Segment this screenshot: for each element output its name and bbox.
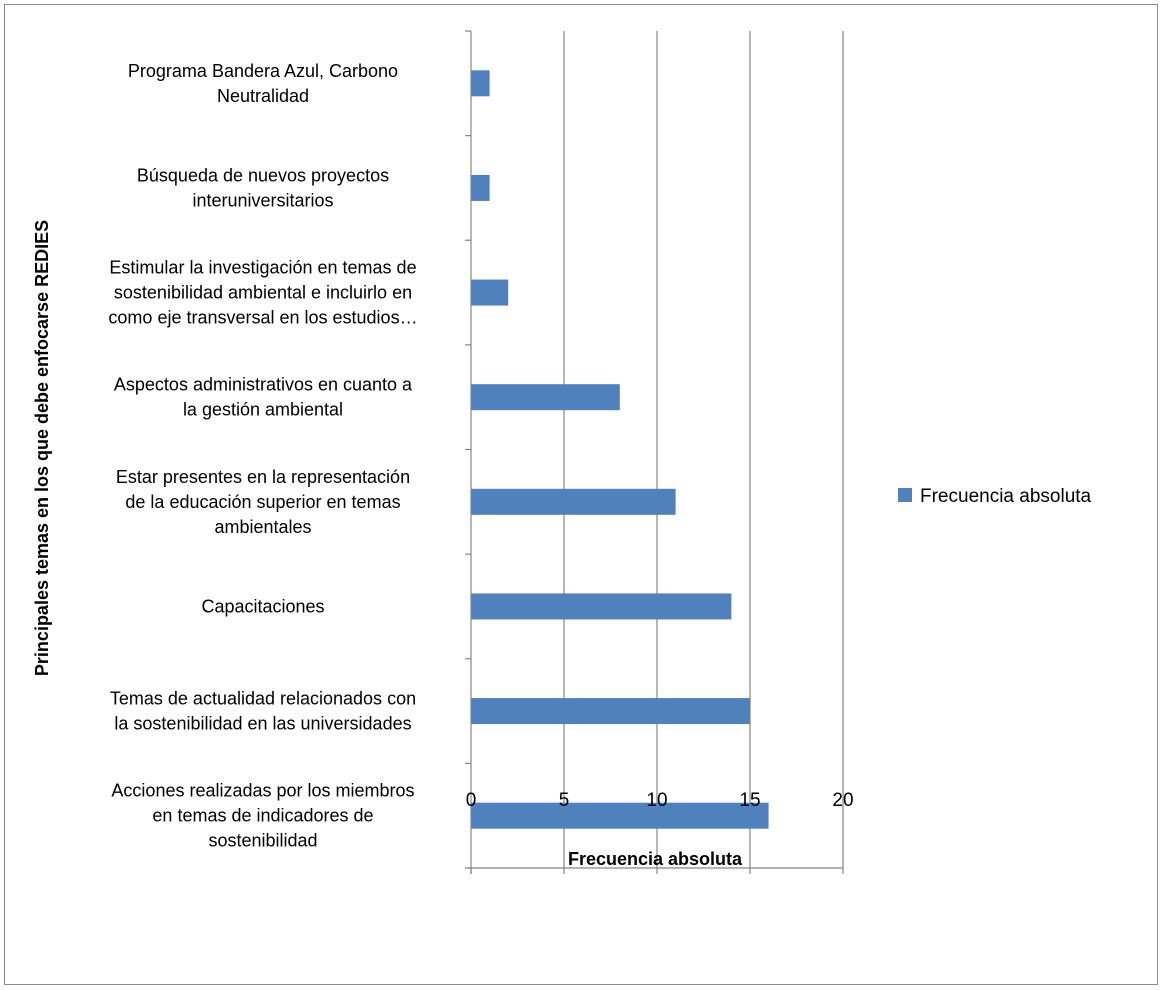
category-label: Acciones realizadas por los miembros en t… [111,781,414,851]
category-label: Programa Bandera Azul, Carbono Neutralida… [128,61,398,106]
x-tick-label: 15 [739,790,760,811]
legend: Frecuencia absoluta [898,486,1092,507]
x-tick-labels: 0 5 10 15 20 [466,790,854,811]
bars [471,70,769,829]
category-labels: Programa Bandera Azul, Carbono Neutralida… [108,61,417,851]
axes [465,30,844,874]
gridlines [563,31,844,868]
category-label: Temas de actualidad relacionados con la s… [110,689,416,734]
category-label: Aspectos administrativos en cuanto a la g… [114,375,413,420]
category-label: Búsqueda de nuevos proyectos interunivers… [137,165,389,210]
legend-label: Frecuencia absoluta [920,486,1092,507]
bar [471,593,732,620]
bar [471,698,750,725]
x-tick-label: 0 [466,790,477,811]
x-tick-label: 10 [646,790,667,811]
category-label: Estimular la investigación en temas de so… [108,258,417,328]
category-label: Estar presentes en la representación de l… [116,467,410,537]
category-label: Capacitaciones [201,596,324,616]
bar [471,488,676,515]
bar [471,174,490,201]
bar [471,384,620,411]
x-tick-label: 5 [559,790,570,811]
bar [471,70,490,97]
bar [471,279,509,306]
legend-swatch [898,488,912,502]
x-axis-title: Frecuencia absoluta [568,849,743,869]
bar [471,802,769,829]
x-tick-label: 20 [832,790,853,811]
y-axis-title: Principales temas en los que debe enfoca… [32,220,52,676]
